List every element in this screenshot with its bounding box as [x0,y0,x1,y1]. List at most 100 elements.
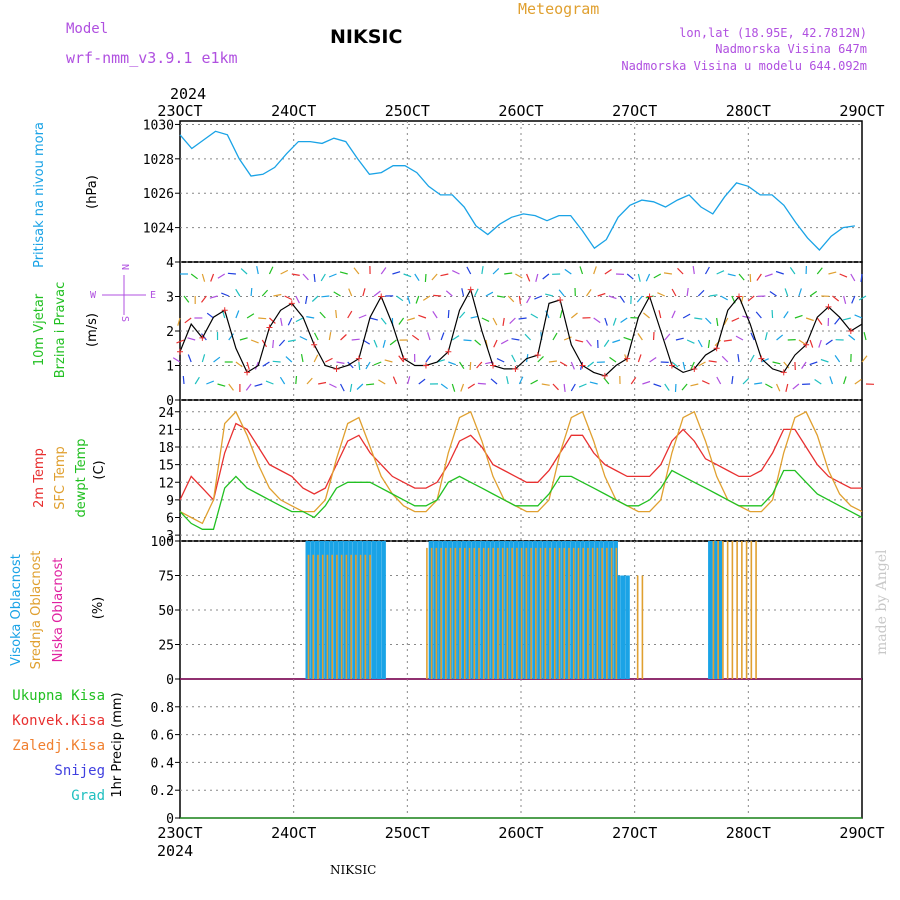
wind-arrow [692,266,695,275]
wind-arrow [708,360,717,363]
temp-unit: (C) [92,460,107,479]
wind-arrow [604,317,608,326]
wind-arrow [664,333,671,341]
wind-arrow [347,310,353,319]
wind-arrow [552,383,559,391]
pressure-line [179,130,855,251]
wind-arrow [201,273,206,282]
wind-arrow [336,361,345,364]
wind-arrow [187,337,196,341]
wind-arrow [663,272,673,275]
wind-arrow [570,312,578,319]
wind-arrow [731,376,734,385]
x-tick-top: 25OCT [385,102,430,120]
wind-gust-marker [534,352,541,359]
wind-arrow [755,311,762,319]
wind-arrow [589,381,598,385]
wind-arrow [246,313,255,319]
wind-arrow [206,380,215,385]
wind-arrow [858,295,867,301]
wind-arrow [698,361,706,367]
cloud-ylabel-3: Niska Oblacnost [51,558,66,663]
wind-arrow [526,295,532,304]
lonlat-text: lon,lat (18.95E, 42.7812N) [679,26,867,40]
wind-arrow [187,354,192,363]
wind-arrow [448,361,457,366]
wind-gust-marker [333,365,340,372]
y-tick-label: 0.2 [151,784,174,799]
wind-arrow [407,295,411,304]
wind-arrow [630,377,637,385]
wind-arrow [406,317,415,321]
wind-arrow [295,295,300,304]
y-tick-label: 6 [166,512,174,527]
wind-gust-marker [355,355,362,362]
station-title: NIKSIC [330,26,402,48]
wind-arrow [245,383,252,391]
elevation-model-text: Nadmorska Visina u modelu 644.092m [621,59,867,73]
precip-ylabel: 1hr Precip (mm) [110,692,125,797]
wind-gust-marker [736,293,743,300]
wind-arrow [558,289,565,297]
wind-arrow [720,295,728,301]
wind-arrow [392,376,397,385]
wind-arrow [440,383,448,390]
wind-gust-marker [780,369,787,376]
wind-arrow [775,270,784,275]
wind-arrow [306,377,313,385]
wind-arrow [563,383,566,392]
wind-arrow [365,361,371,370]
wind-arrow [783,311,789,319]
wind-arrow [424,273,427,283]
wind-arrow [451,335,460,341]
wind-arrow [542,273,550,280]
wind-arrow [541,383,550,386]
y-tick-label: 1 [166,360,174,375]
wind-arrow [299,335,308,341]
footer-station: NIKSIC [330,863,376,877]
wind-gust-marker [177,348,183,355]
wind-arrow [798,288,802,297]
wind-arrow [340,334,347,341]
x-tick-bottom: 24OCT [271,824,316,842]
wind-arrow [809,361,818,366]
wind-arrow [537,355,544,363]
wind-arrow [287,317,293,326]
wind-arrow [682,313,691,319]
wind-arrow [707,339,711,348]
wind-arrow [389,339,397,346]
meteogram-label: Meteogram [518,0,599,18]
wind-arrow [530,379,538,385]
wind-arrow [227,272,236,275]
wind-arrow [839,273,848,278]
wind-arrow [318,381,327,385]
wind-gust-marker [646,293,653,300]
wind-gust-marker [311,341,318,348]
wind-arrow [280,269,289,275]
high-cloud-bar [717,541,723,679]
y-tick-label: 21 [158,423,174,438]
wind-arrow [612,317,617,326]
wind-arrow [284,295,293,301]
legend-snow: Snijeg [54,763,105,779]
wind-arrow [723,339,732,342]
wind-arrow [843,376,847,385]
wind-arrow [418,314,427,319]
wind-arrow [701,380,710,385]
panel-frame-0 [179,120,863,263]
wind-gust-marker [847,328,854,334]
y-tick-label: 0 [166,673,174,688]
wind-arrow [593,266,597,275]
wind-arrow [604,269,612,275]
wind-arrow [209,295,218,299]
wind-arrow [704,266,710,275]
compass-north: N [119,264,130,270]
wind-arrow [545,293,554,297]
wind-arrow [348,288,353,297]
wind-arrow [452,270,460,275]
panel-frame-4 [179,678,863,819]
wind-arrow [256,265,259,275]
x-tick-top: 29OCT [839,102,884,120]
dewpt-line [179,469,863,530]
wind-arrow [750,332,755,341]
